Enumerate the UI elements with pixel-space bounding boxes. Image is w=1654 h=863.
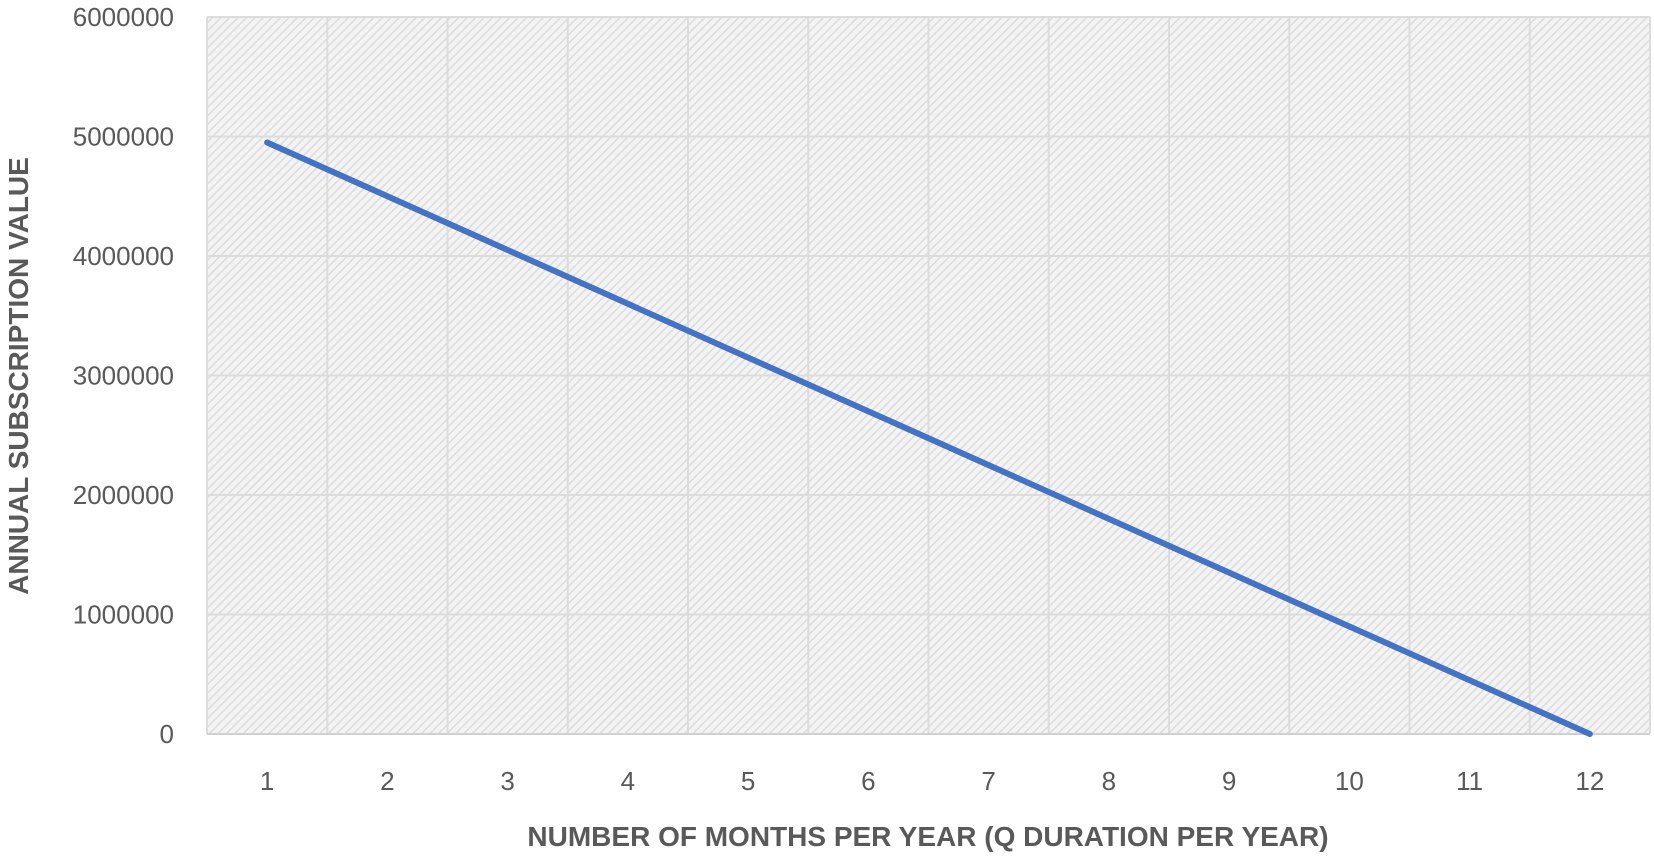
x-tick-label: 8	[1102, 766, 1116, 796]
y-tick-label: 0	[160, 719, 174, 749]
y-axis-title: ANNUAL SUBSCRIPTION VALUE	[3, 157, 34, 595]
x-tick-label: 6	[861, 766, 875, 796]
x-tick-label: 10	[1335, 766, 1364, 796]
x-tick-label: 9	[1222, 766, 1236, 796]
x-tick-label: 12	[1575, 766, 1604, 796]
y-tick-label: 1000000	[73, 600, 174, 630]
x-tick-label: 4	[621, 766, 635, 796]
y-tick-label: 6000000	[73, 2, 174, 32]
y-tick-label: 5000000	[73, 122, 174, 152]
y-tick-label: 2000000	[73, 480, 174, 510]
y-tick-label: 4000000	[73, 241, 174, 271]
x-tick-label: 5	[741, 766, 755, 796]
series-layer	[264, 139, 1593, 737]
x-tick-label: 7	[981, 766, 995, 796]
series-line	[264, 139, 1593, 737]
x-tick-label: 11	[1456, 766, 1483, 796]
x-tick-label: 1	[260, 766, 274, 796]
y-tick-label: 3000000	[73, 361, 174, 391]
axes: 0 1000000 2000000 3000000 4000000 5000000 6000…	[73, 2, 1650, 796]
x-tick-label: 3	[500, 766, 514, 796]
x-axis-title: NUMBER OF MONTHS PER YEAR (Q DURATION PE…	[527, 821, 1328, 852]
x-tick-label: 2	[380, 766, 394, 796]
